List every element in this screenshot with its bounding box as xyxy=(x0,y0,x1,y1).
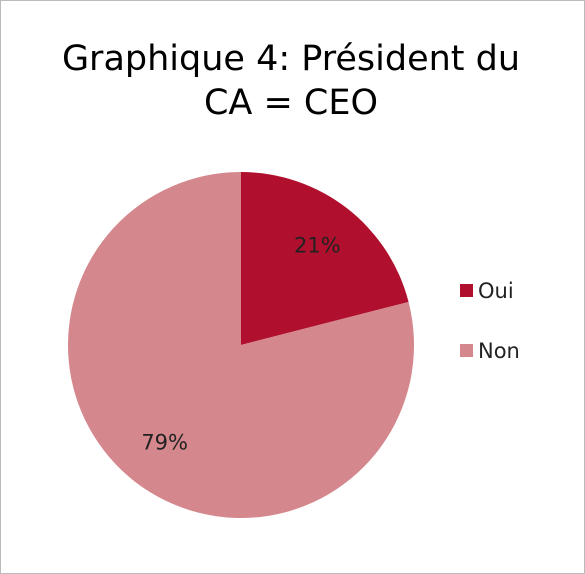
pie-slice xyxy=(67,172,415,518)
data-label: 79% xyxy=(141,430,188,454)
chart-title: Graphique 4: Président du CA = CEO xyxy=(61,39,521,123)
legend-label: Oui xyxy=(478,279,514,303)
legend-swatch xyxy=(460,284,473,297)
pie-slice xyxy=(241,172,409,345)
legend-label: Non xyxy=(478,339,520,363)
legend-swatch xyxy=(460,344,473,357)
data-label: 21% xyxy=(294,234,341,258)
